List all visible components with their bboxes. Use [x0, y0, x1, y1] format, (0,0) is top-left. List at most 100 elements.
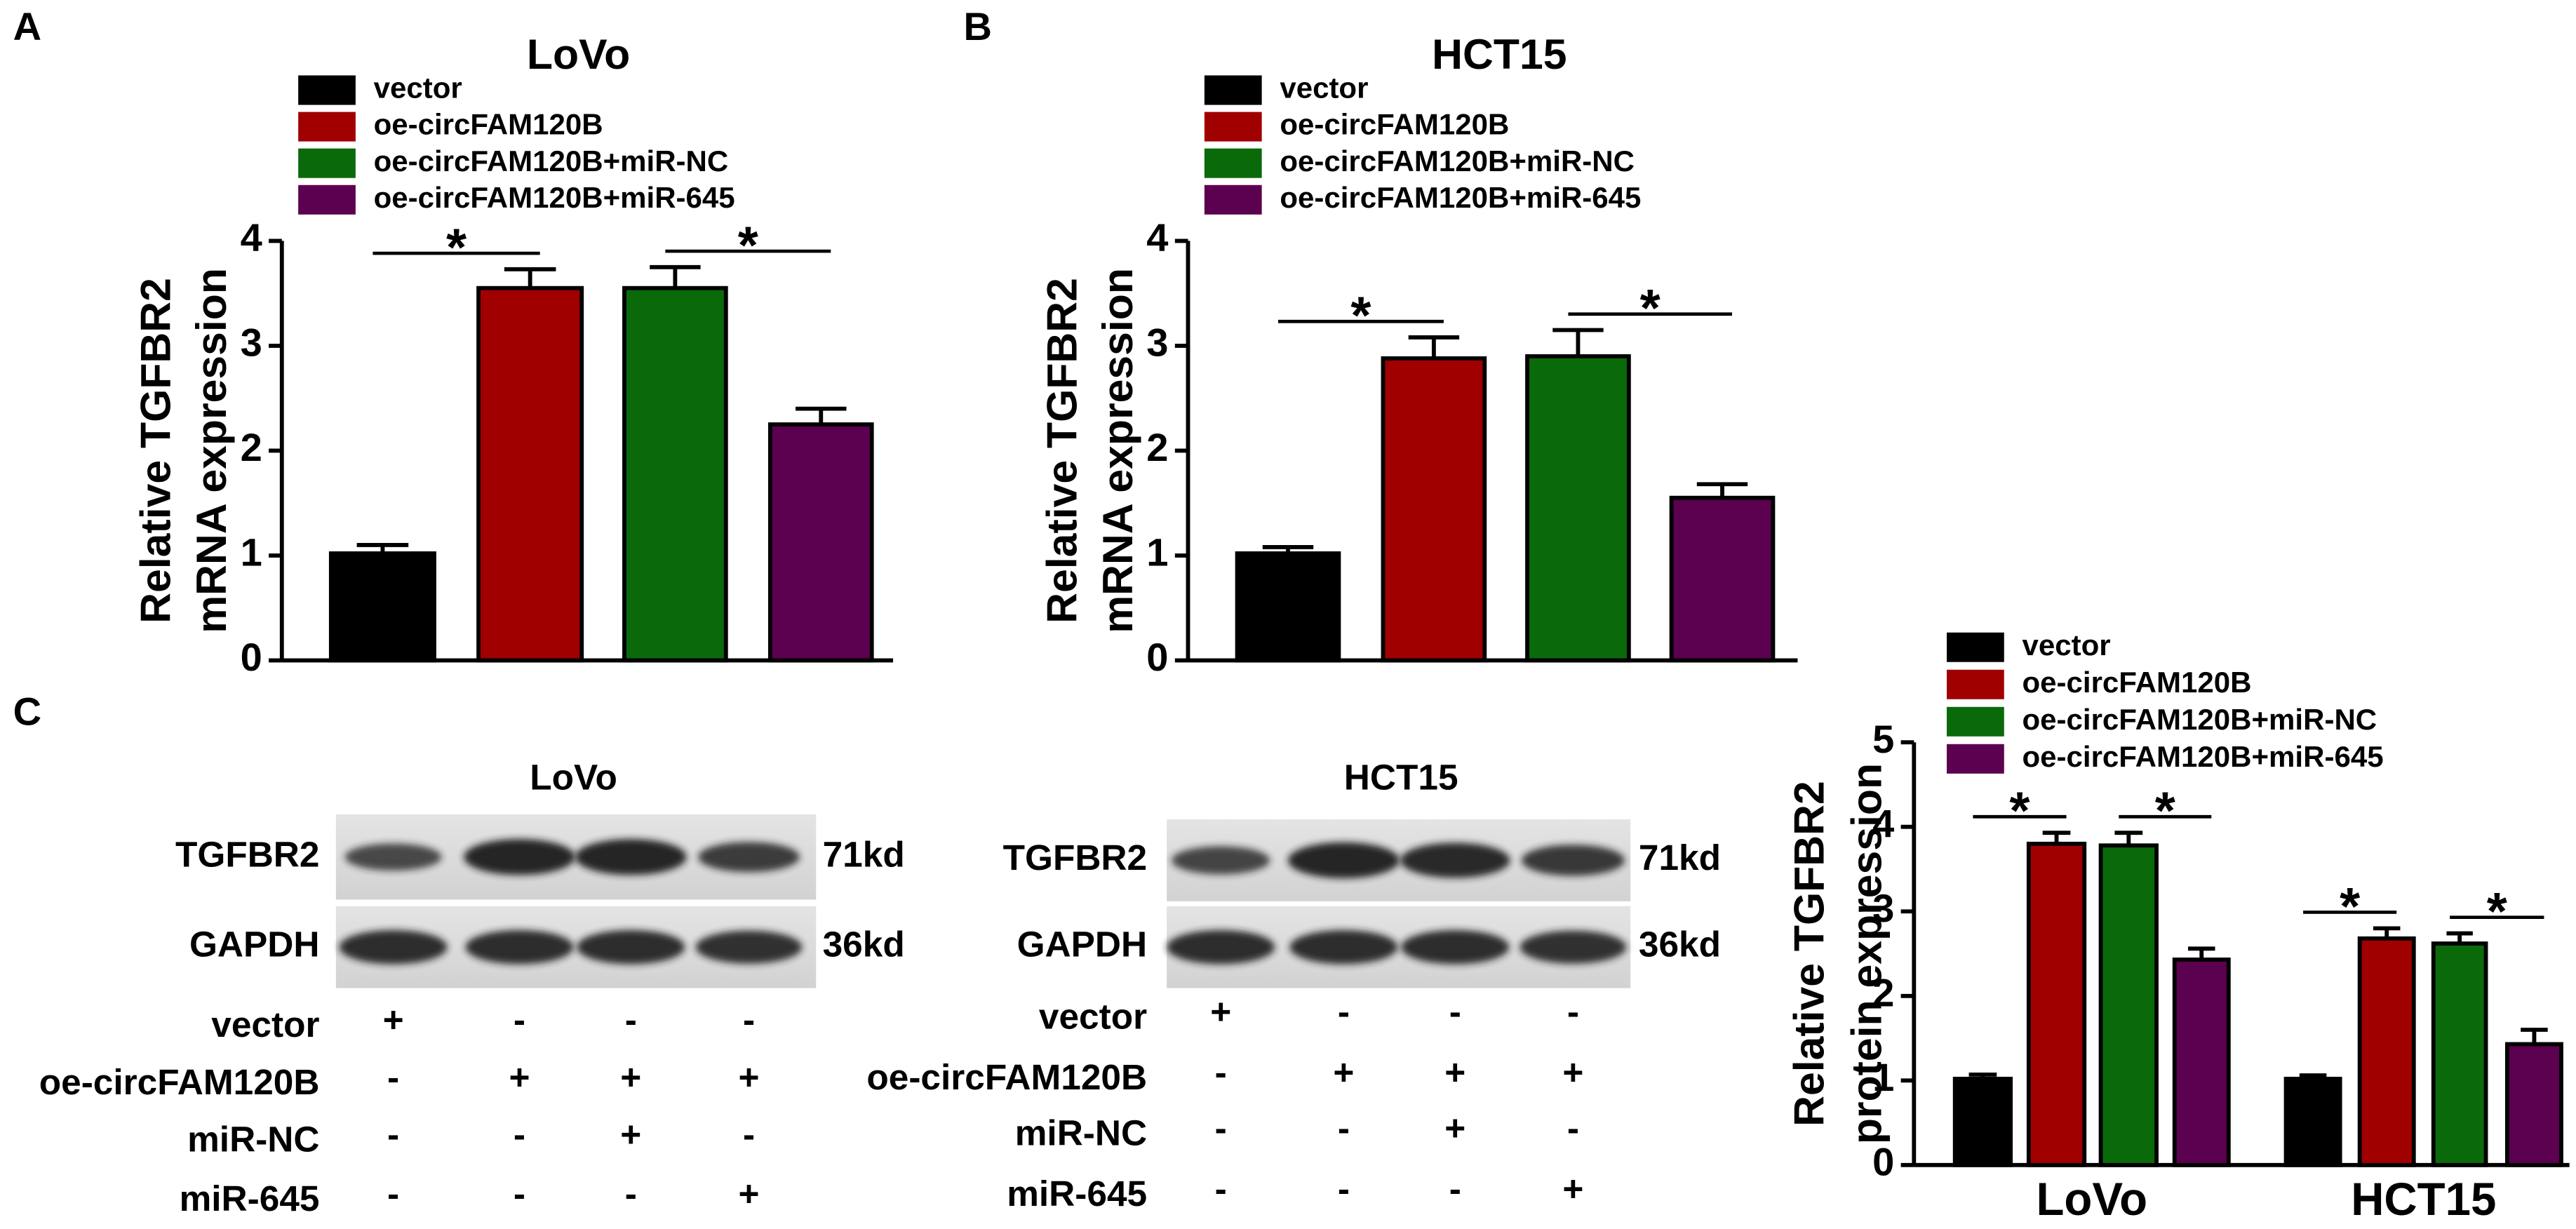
y-tick-label: 0 — [1146, 635, 1168, 679]
treatment-label: miR-645 — [1007, 1173, 1147, 1214]
bar — [1525, 354, 1631, 663]
x-tick-label: HCT15 — [2351, 1174, 2496, 1225]
legend-label: oe-circFAM120B — [374, 108, 603, 141]
treatment-sign: - — [387, 1114, 399, 1155]
legend-label: oe-circFAM120B — [1280, 108, 1509, 141]
y-axis-label: protein expression — [1842, 763, 1890, 1144]
treatment-sign: - — [387, 1056, 399, 1097]
blot-band — [344, 843, 442, 871]
blot-band — [1172, 846, 1270, 875]
blot-band — [1521, 845, 1625, 876]
treatment-sign: + — [620, 1114, 641, 1155]
treatment-sign: - — [1215, 1168, 1227, 1209]
blot-band — [577, 929, 685, 965]
legend-label: oe-circFAM120B+miR-NC — [1280, 145, 1635, 177]
chart-title: LoVo — [527, 30, 630, 78]
treatment-sign: + — [738, 1173, 759, 1214]
blot-band — [575, 839, 687, 875]
chart-title: HCT15 — [1432, 30, 1567, 78]
y-tick-label: 3 — [1872, 886, 1894, 930]
significance-star: * — [2340, 877, 2361, 936]
significance-star: * — [2487, 882, 2508, 941]
blot-band — [1289, 929, 1398, 965]
treatment-sign: - — [625, 1173, 637, 1214]
y-tick-label: 4 — [241, 215, 262, 260]
blot-band — [1167, 929, 1275, 965]
treatment-sign: - — [743, 1114, 755, 1155]
treatment-sign: + — [738, 1056, 759, 1097]
legend-swatch — [1204, 184, 1262, 215]
blot-band — [698, 842, 800, 873]
blot-band — [339, 929, 448, 965]
legend-swatch — [1947, 706, 2004, 737]
bar — [2172, 958, 2231, 1167]
bar — [622, 286, 728, 663]
bar — [1381, 356, 1487, 663]
panel-letter: A — [13, 4, 41, 48]
panel-letter: C — [13, 689, 41, 733]
y-tick-label: 2 — [1146, 425, 1168, 469]
legend-swatch — [1204, 148, 1262, 178]
blot-band — [1520, 930, 1627, 964]
legend-swatch — [298, 75, 356, 105]
treatment-sign: + — [1562, 1168, 1583, 1209]
blot-band — [695, 930, 803, 964]
treatment-sign: - — [514, 999, 525, 1040]
treatment-sign: - — [514, 1173, 525, 1214]
bar — [767, 422, 874, 663]
y-tick-label: 1 — [1146, 530, 1168, 575]
treatment-label: miR-NC — [187, 1119, 319, 1160]
treatment-sign: + — [383, 999, 404, 1040]
treatment-sign: - — [1567, 991, 1579, 1032]
legend-label: vector — [1280, 72, 1368, 105]
treatment-label: miR-645 — [180, 1178, 320, 1218]
treatment-label: oe-circFAM120B — [866, 1056, 1147, 1097]
y-axis-label: mRNA expression — [1094, 268, 1141, 633]
treatment-sign: + — [1444, 1107, 1465, 1148]
bar — [476, 286, 584, 663]
bar — [2026, 841, 2087, 1167]
legend-swatch — [298, 184, 356, 215]
size-label: 36kd — [823, 924, 905, 965]
bar — [2357, 936, 2416, 1167]
blot-band — [464, 839, 575, 875]
legend-swatch — [1204, 75, 1262, 105]
significance-star: * — [1640, 278, 1661, 337]
treatment-sign: - — [387, 1173, 399, 1214]
treatment-sign: - — [743, 999, 755, 1040]
legend-swatch — [1947, 744, 2004, 774]
y-axis-label: Relative TGFBR2 — [1785, 781, 1833, 1127]
y-tick-label: 0 — [1872, 1140, 1894, 1184]
treatment-sign: - — [1449, 1168, 1461, 1209]
bar — [1952, 1076, 2013, 1167]
treatment-sign: - — [1567, 1107, 1579, 1148]
treatment-sign: - — [1215, 1107, 1227, 1148]
legend-label: oe-circFAM120B+miR-645 — [1280, 181, 1641, 214]
size-label: 36kd — [1639, 924, 1721, 965]
y-axis-label: mRNA expression — [187, 268, 235, 633]
treatment-sign: - — [1338, 991, 1350, 1032]
treatment-sign: + — [509, 1056, 530, 1097]
protein-label: TGFBR2 — [175, 833, 320, 874]
legend-label: oe-circFAM120B+miR-645 — [2022, 740, 2383, 773]
legend-swatch — [298, 148, 356, 178]
legend-label: oe-circFAM120B+miR-645 — [374, 181, 735, 214]
treatment-sign: + — [1444, 1052, 1465, 1092]
y-tick-label: 0 — [241, 635, 262, 679]
treatment-sign: + — [620, 1056, 641, 1097]
treatment-label: oe-circFAM120B — [39, 1061, 320, 1102]
blot-band — [1288, 842, 1400, 879]
treatment-sign: + — [1210, 991, 1231, 1032]
blot-band — [1401, 929, 1510, 965]
legend-swatch — [1947, 632, 2004, 662]
treatment-label: vector — [1039, 996, 1147, 1037]
y-tick-label: 1 — [241, 530, 262, 575]
legend-label: vector — [2022, 629, 2110, 661]
treatment-label: miR-NC — [1015, 1112, 1147, 1153]
x-tick-label: LoVo — [2036, 1174, 2147, 1225]
blot-title: HCT15 — [1344, 757, 1458, 798]
legend-label: oe-circFAM120B — [2022, 666, 2251, 699]
protein-label: GAPDH — [1017, 924, 1148, 965]
protein-label: TGFBR2 — [1003, 837, 1147, 878]
